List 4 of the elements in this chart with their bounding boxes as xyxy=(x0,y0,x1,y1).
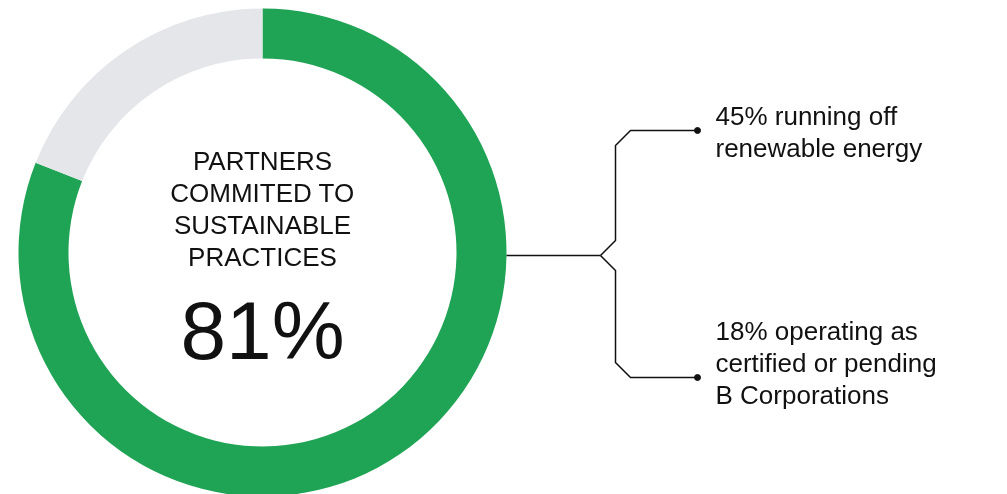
text: 18% operating as certified or pending B Corporations xyxy=(715,315,937,410)
text: 45% running off renewable energy xyxy=(715,100,923,163)
text: PARTNERS COMMITED TO SUSTAINABLE PRACTICES xyxy=(170,145,355,272)
data-label: 81% xyxy=(180,285,345,376)
